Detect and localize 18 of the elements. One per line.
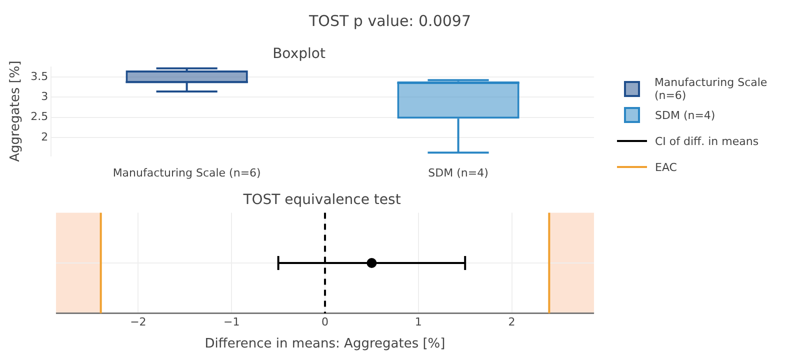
x-tick-label: 2 <box>508 316 516 329</box>
x-tick-label: 0 <box>322 316 328 329</box>
y-tick-label: 2 <box>41 130 48 144</box>
legend-label: SDM (n=4) <box>655 108 716 122</box>
y-tick-label: 3 <box>41 90 48 103</box>
chart-title: TOST equivalence test <box>242 192 402 208</box>
legend-label: Manufacturing Scale (n=6) <box>654 76 768 102</box>
x-tick-label: 1 <box>414 316 422 329</box>
legend-label: CI of diff. in means <box>655 134 759 148</box>
legend-label: EAC <box>655 160 677 174</box>
x-tick-label: −1 <box>223 316 240 329</box>
text: TOST p value: 0.0097 <box>308 12 472 30</box>
y-tick-label: 2.5 <box>30 110 48 124</box>
y-tick-label: 3.5 <box>30 70 48 83</box>
y-axis-title: Aggregates [%] <box>8 60 24 162</box>
chart-title: Boxplot <box>272 46 326 62</box>
x-axis-title: Difference in means: Aggregates [%] <box>204 336 446 352</box>
x-tick-label: −2 <box>130 316 146 329</box>
